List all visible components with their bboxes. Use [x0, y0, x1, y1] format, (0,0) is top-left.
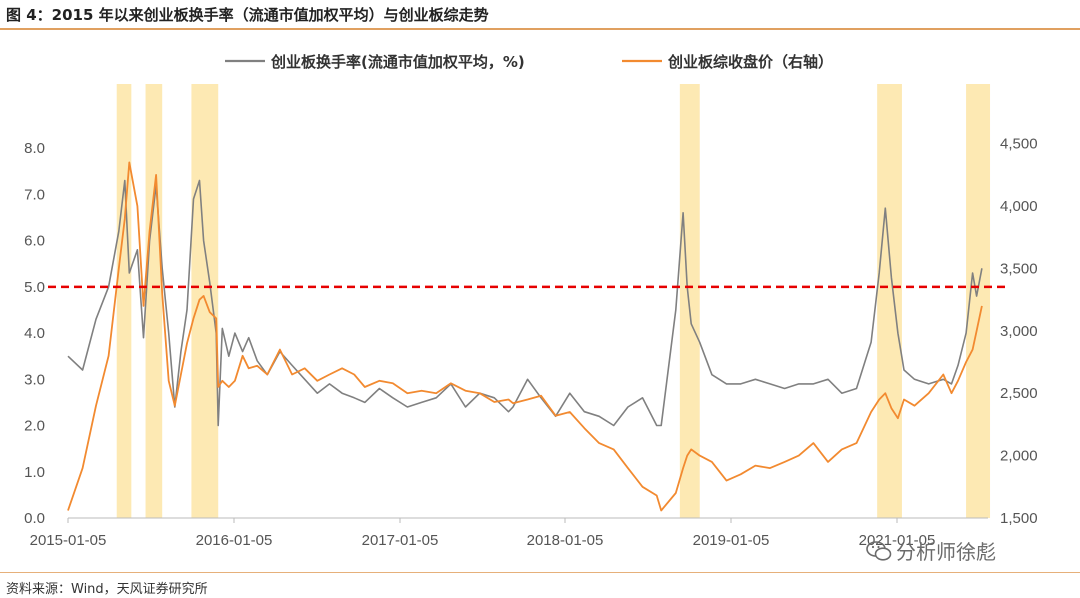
y-left-tick-4: 4.0: [24, 325, 45, 342]
highlight-bands: [116, 84, 991, 518]
watermark-text: 分析师徐彪: [896, 540, 996, 564]
watermark: 分析师徐彪: [866, 536, 996, 565]
series-line-1: [67, 161, 983, 512]
x-tick-label-0: 2015-01-05: [30, 532, 107, 549]
y-left-tick-0: 0.0: [24, 510, 45, 527]
y-left-tick-7: 7.0: [24, 186, 45, 203]
y-right-tick-5: 4,000: [1000, 198, 1038, 215]
y-axis-right-ticks: 1,500 2,000 2,500 3,000 3,500 4,000 4,500: [1000, 136, 1038, 527]
wechat-icon: [866, 540, 892, 561]
y-right-tick-6: 4,500: [1000, 136, 1038, 153]
legend-label-1: 创业板综收盘价（右轴）: [667, 53, 833, 71]
highlight-band-3: [679, 84, 700, 518]
x-tick-label-2: 2017-01-05: [362, 532, 439, 549]
y-right-tick-4: 3,500: [1000, 260, 1038, 277]
chart: 2015-01-05 2016-01-05 2017-01-05 2018-01-05…: [24, 53, 1038, 549]
y-left-tick-6: 6.0: [24, 233, 45, 250]
highlight-band-1: [145, 84, 163, 518]
y-left-tick-5: 5.0: [24, 279, 45, 296]
y-left-tick-8: 8.0: [24, 140, 45, 157]
y-axis-left-ticks: 0.0 1.0 2.0 3.0 4.0 5.0 6.0 7.0 8.0: [24, 140, 45, 527]
bottom-rule: [0, 572, 1080, 573]
legend: 创业板换手率(流通市值加权平均，%) 创业板综收盘价（右轴）: [225, 53, 833, 71]
series-lines: [67, 161, 983, 512]
x-tick-label-4: 2019-01-05: [693, 532, 770, 549]
x-tick-label-1: 2016-01-05: [196, 532, 273, 549]
y-left-tick-3: 3.0: [24, 371, 45, 388]
highlight-band-4: [877, 84, 902, 518]
y-left-tick-2: 2.0: [24, 418, 45, 435]
highlight-band-5: [966, 84, 991, 518]
y-right-tick-0: 1,500: [1000, 510, 1038, 527]
source-note: 资料来源：Wind，天风证券研究所: [6, 582, 208, 597]
series-line-0: [67, 179, 983, 427]
y-right-tick-2: 2,500: [1000, 385, 1038, 402]
top-rule: [0, 28, 1080, 30]
x-tick-label-5: 2021-01-05: [859, 532, 936, 549]
x-axis-ticks: 2015-01-05 2016-01-05 2017-01-05 2018-01-05…: [30, 518, 936, 549]
y-left-tick-1: 1.0: [24, 464, 45, 481]
y-right-tick-1: 2,000: [1000, 448, 1038, 465]
y-right-tick-3: 3,000: [1000, 323, 1038, 340]
x-tick-label-3: 2018-01-05: [527, 532, 604, 549]
figure-title: 图 4：2015 年以来创业板换手率（流通市值加权平均）与创业板综走势: [6, 6, 489, 24]
highlight-band-0: [116, 84, 132, 518]
legend-label-0: 创业板换手率(流通市值加权平均，%): [270, 53, 525, 71]
